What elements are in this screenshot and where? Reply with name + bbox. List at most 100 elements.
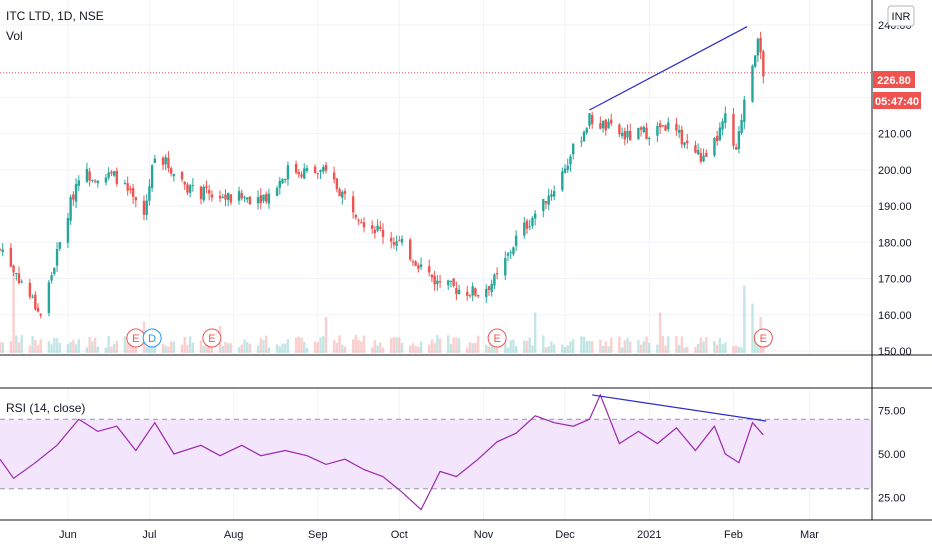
candle-body xyxy=(267,193,271,204)
currency-badge-box[interactable] xyxy=(887,5,915,27)
candle-body xyxy=(601,120,605,129)
candle-body xyxy=(398,240,401,242)
volume-bar xyxy=(243,339,246,353)
volume-bar xyxy=(186,344,189,353)
candle-body xyxy=(620,133,624,136)
candle-body xyxy=(246,197,249,200)
volume-bar xyxy=(550,341,553,353)
event-marker-earnings[interactable] xyxy=(202,328,222,348)
candle-body xyxy=(392,242,396,245)
event-marker-letter: E xyxy=(493,333,500,345)
candle-body xyxy=(115,170,119,184)
volume-bar xyxy=(221,345,224,353)
candle-body xyxy=(47,282,51,314)
event-marker-earnings[interactable] xyxy=(487,328,507,348)
volume-bar xyxy=(389,338,393,353)
candle-body xyxy=(547,195,550,205)
volume-bar xyxy=(1,342,4,353)
x-tick-label: 2021 xyxy=(637,529,661,541)
candle-body xyxy=(191,185,195,187)
candle-body xyxy=(626,130,629,138)
volume-bar xyxy=(0,342,2,353)
rsi-line xyxy=(0,393,764,511)
candle-body xyxy=(150,165,154,189)
x-tick-label: Aug xyxy=(224,529,244,541)
rsi-tick-label: 25.00 xyxy=(878,492,906,504)
candle-body xyxy=(237,191,241,201)
x-tick-label: Nov xyxy=(474,529,494,541)
volume-bar xyxy=(169,341,173,353)
volume-bar xyxy=(740,347,743,353)
rsi-trendline[interactable] xyxy=(592,394,767,422)
candle-body xyxy=(240,192,243,199)
candle-body xyxy=(542,199,545,212)
volume-bar xyxy=(313,341,317,353)
volume-bar xyxy=(20,335,23,353)
volume-bar xyxy=(694,346,697,353)
candle-body xyxy=(370,225,374,229)
volume-bar xyxy=(123,336,127,353)
candle-body xyxy=(294,163,298,173)
volume-bar xyxy=(284,343,287,353)
candle-body xyxy=(436,280,439,285)
currency-badge[interactable]: INR xyxy=(892,11,911,23)
volume-bar xyxy=(357,339,360,353)
candle-body xyxy=(637,128,640,140)
candle-body xyxy=(457,289,461,294)
volume-bar xyxy=(419,341,423,353)
candle-body xyxy=(284,179,287,181)
volume-bar xyxy=(468,342,472,353)
volume-bar xyxy=(129,338,132,353)
volume-bar xyxy=(531,345,534,353)
volume-bar xyxy=(683,347,686,353)
countdown-label: 05:47:40 xyxy=(875,96,919,108)
candle-body xyxy=(316,172,320,174)
candle-body xyxy=(362,222,366,228)
volume-bar xyxy=(599,339,602,353)
candle-body xyxy=(278,180,282,188)
candle-body xyxy=(93,180,97,182)
event-marker-dividend[interactable] xyxy=(142,328,162,348)
volume-bar xyxy=(316,342,320,353)
volume-bar xyxy=(281,343,284,353)
candle-body xyxy=(618,124,621,134)
symbol-title: ITC LTD, 1D, NSE xyxy=(6,9,104,23)
event-marker-earnings[interactable] xyxy=(753,328,773,348)
candle-body xyxy=(134,197,138,201)
candle-body xyxy=(588,113,591,126)
rsi-label: RSI (14, close) xyxy=(6,401,85,415)
candle-body xyxy=(400,238,404,243)
candle-body xyxy=(449,280,453,282)
volume-bar xyxy=(319,337,322,353)
volume-bar xyxy=(85,347,89,353)
volume-bar xyxy=(88,336,91,353)
candle-body xyxy=(281,179,284,184)
candle-body xyxy=(702,155,705,162)
price-trendline[interactable] xyxy=(589,26,748,111)
volume-bar xyxy=(436,335,439,353)
candle-body xyxy=(15,273,18,275)
candle-body xyxy=(512,247,515,255)
candle-body xyxy=(408,239,412,260)
candle-body xyxy=(259,195,262,204)
volume-bar xyxy=(721,344,724,353)
volume-bar xyxy=(31,335,34,353)
volume-bar xyxy=(112,343,116,353)
candle-body xyxy=(756,38,760,56)
candle-body xyxy=(395,241,398,246)
candle-body xyxy=(123,183,127,185)
volume-bar xyxy=(414,345,417,353)
volume-bar xyxy=(202,345,205,353)
candle-body xyxy=(341,191,344,198)
volume-bar xyxy=(15,335,18,353)
volume-bar xyxy=(485,344,488,353)
volume-bar xyxy=(167,346,170,353)
candle-body xyxy=(639,127,643,130)
volume-bar xyxy=(417,346,420,353)
candle-body xyxy=(88,171,91,181)
volume-bar xyxy=(93,337,97,353)
volume-bar xyxy=(715,344,719,353)
candle-body xyxy=(452,278,455,286)
candle-body xyxy=(354,215,358,218)
